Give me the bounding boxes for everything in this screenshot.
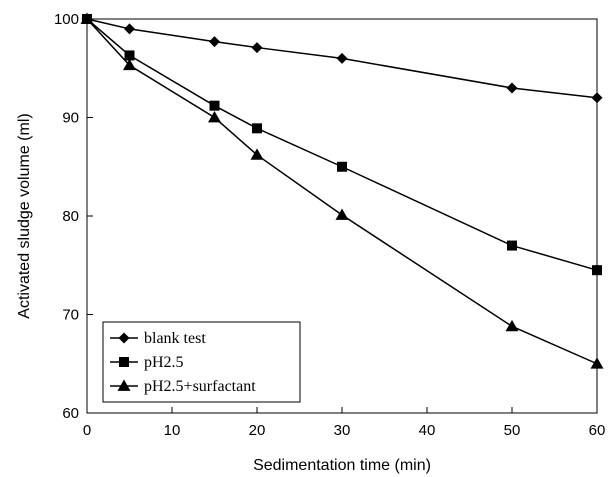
legend-marker — [117, 379, 131, 391]
legend: blank test pH2.5 pH2.5+surfactant — [102, 321, 301, 403]
x-tick-label: 40 — [419, 422, 436, 439]
x-tick-label: 20 — [249, 422, 266, 439]
y-tick-label: 80 — [62, 208, 79, 225]
data-point — [209, 100, 220, 111]
data-point — [590, 357, 604, 369]
legend-marker — [119, 357, 129, 367]
data-point — [80, 12, 94, 24]
y-axis-title: Activated sludge volume (ml) — [16, 113, 33, 318]
series-triangle — [80, 12, 604, 369]
data-point — [592, 265, 602, 276]
data-point — [336, 52, 348, 64]
x-tick-label: 10 — [164, 422, 181, 439]
legend-marker — [118, 332, 130, 344]
data-point — [208, 111, 221, 123]
legend-label: pH2.5 — [144, 354, 184, 371]
x-axis: 0 10 20 30 40 50 60 — [83, 407, 606, 439]
series-diamond — [81, 13, 603, 104]
data-point — [506, 82, 518, 94]
y-tick-label: 60 — [62, 405, 79, 422]
data-point — [124, 23, 135, 35]
data-point — [252, 123, 262, 134]
data-point — [251, 42, 263, 54]
y-tick-label: 100 — [54, 11, 79, 28]
x-tick-label: 60 — [589, 422, 606, 439]
y-axis: 60 70 80 90 100 — [54, 11, 93, 422]
legend-label: pH2.5+surfactant — [144, 378, 256, 395]
data-point — [124, 50, 135, 61]
y-tick-label: 90 — [62, 110, 79, 127]
series-square — [82, 14, 602, 276]
data-point — [591, 92, 603, 104]
data-point — [337, 161, 347, 172]
y-tick-label: 70 — [62, 307, 79, 324]
data-point — [335, 208, 349, 220]
data-point — [123, 58, 136, 71]
data-point — [209, 36, 220, 48]
x-tick-label: 0 — [83, 422, 91, 439]
x-tick-label: 30 — [334, 422, 351, 439]
data-point — [505, 319, 519, 332]
series-layer — [80, 12, 604, 369]
x-axis-title: Sedimentation time (min) — [253, 457, 431, 474]
x-tick-label: 50 — [504, 422, 521, 439]
data-point — [250, 148, 264, 160]
legend-label: blank test — [144, 330, 206, 347]
data-point — [507, 240, 517, 251]
